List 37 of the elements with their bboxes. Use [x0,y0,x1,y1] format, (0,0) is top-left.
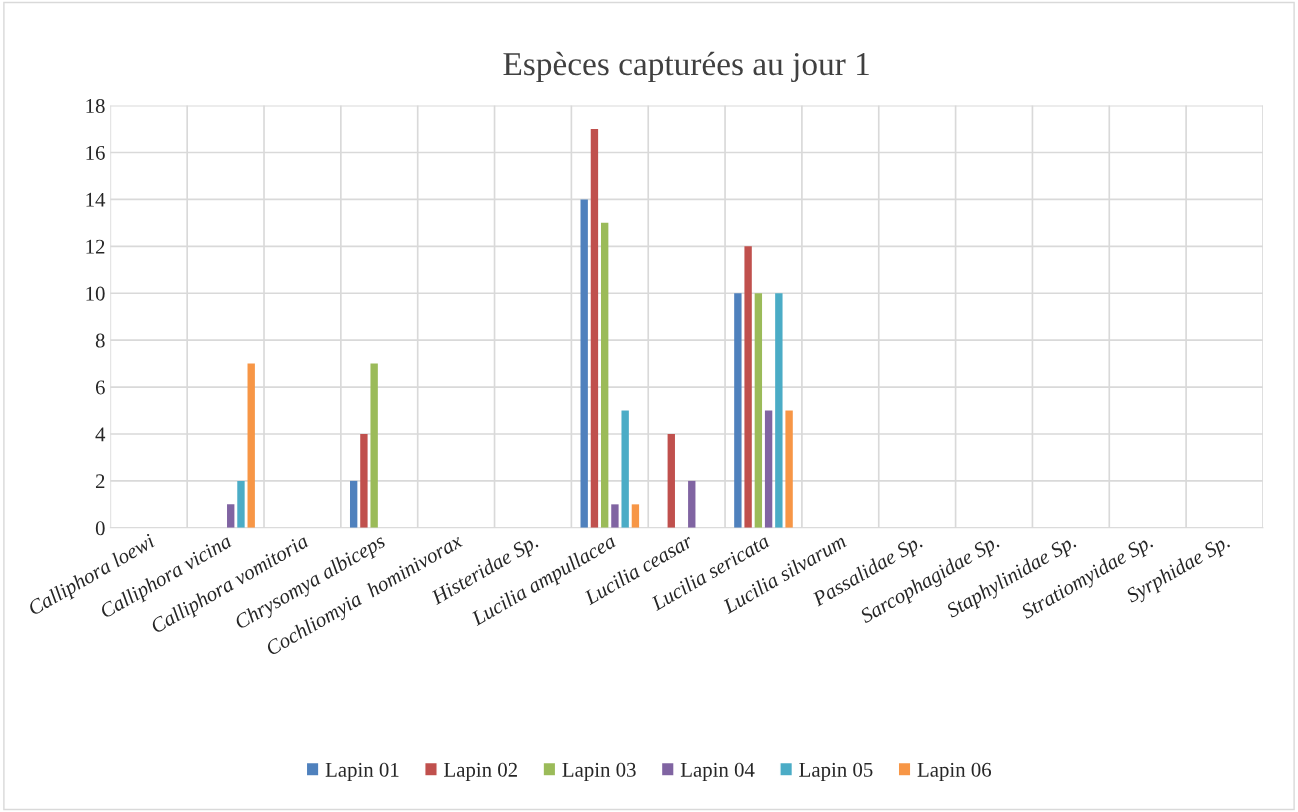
y-tick-label: 12 [86,239,105,254]
bar [631,504,640,528]
chart-title: Espèces capturées au jour 1 [503,51,869,83]
bar [764,410,773,528]
y-tick-label: 18 [86,98,105,113]
y-tick-label: 10 [86,286,105,301]
legend-label: Lapin 06 [917,762,992,782]
bar [611,504,619,528]
bar [775,293,783,528]
bar [237,480,245,528]
bar [785,410,793,528]
bar [360,433,368,528]
legend-label: Lapin 03 [562,762,636,782]
bar [227,504,235,528]
legend-label: Lapin 05 [799,762,873,782]
bar [621,410,629,528]
legend-label: Lapin 04 [680,762,755,782]
y-tick-label: 14 [86,192,106,207]
y-tick-label: 4 [95,427,106,442]
y-tick-label: 2 [95,474,105,489]
y-tick-label: 0 [95,521,105,536]
bar [349,480,358,528]
y-tick-label: 8 [95,333,105,348]
bar [754,293,763,528]
y-tick-label: 6 [95,380,105,395]
bar [667,433,675,528]
bar [370,363,378,528]
bar [734,293,742,528]
bar [247,363,255,528]
bar [580,199,588,528]
bar [744,246,752,528]
bar [600,222,609,528]
legend-label: Lapin 02 [444,762,517,782]
bar [688,480,696,528]
bar [590,129,599,528]
legend-label: Lapin 01 [325,762,399,782]
y-tick-label: 16 [86,145,105,160]
